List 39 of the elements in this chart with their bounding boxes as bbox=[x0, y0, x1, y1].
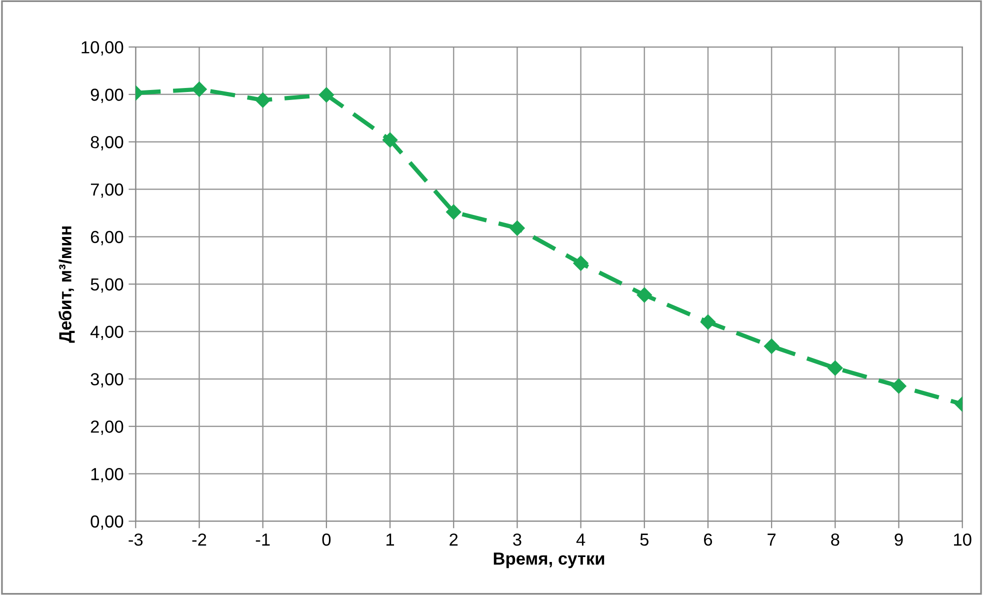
point bbox=[318, 87, 334, 102]
x-tick-label: 0 bbox=[322, 533, 331, 546]
x-tick-label: -2 bbox=[192, 533, 206, 546]
point bbox=[510, 220, 525, 236]
x-tick-label: 10 bbox=[954, 533, 972, 546]
point bbox=[192, 82, 207, 97]
y-tick-label: 10,00 bbox=[82, 41, 124, 56]
y-tick-label: 8,00 bbox=[90, 136, 124, 150]
x-tick-label: 2 bbox=[450, 533, 458, 546]
y-tick-label: 5,00 bbox=[90, 278, 124, 293]
point bbox=[828, 360, 843, 376]
point bbox=[255, 92, 270, 108]
x-tick-label: 8 bbox=[831, 533, 840, 546]
point bbox=[700, 314, 716, 330]
y-axis-title: Дебит, м³/мин bbox=[58, 226, 75, 343]
x-tick-label: 3 bbox=[513, 533, 522, 546]
point bbox=[573, 256, 588, 271]
x-tick-label: 1 bbox=[386, 534, 394, 546]
point bbox=[891, 378, 906, 394]
x-tick-label: 5 bbox=[640, 534, 648, 546]
y-tick-label: 4,00 bbox=[90, 326, 124, 340]
y-tick-label: 6,00 bbox=[90, 230, 124, 246]
y-tick-label: 1,00 bbox=[91, 468, 124, 482]
x-tick-label: 7 bbox=[768, 534, 776, 546]
y-tick-label: 3,00 bbox=[90, 373, 124, 388]
y-tick-label: 2,00 bbox=[90, 420, 124, 435]
y-tick-label: 9,00 bbox=[90, 88, 124, 103]
x-tick-label: 9 bbox=[894, 533, 903, 546]
point bbox=[764, 338, 780, 354]
y-tick-label: 7,00 bbox=[90, 183, 124, 198]
point bbox=[636, 287, 652, 303]
y-tick-label: 0,00 bbox=[90, 515, 124, 530]
x-tick-label: -3 bbox=[128, 533, 143, 546]
x-axis-title: Время, сутки bbox=[494, 552, 604, 568]
x-tick-label: 4 bbox=[576, 534, 586, 546]
point bbox=[382, 132, 398, 148]
point bbox=[446, 204, 462, 220]
x-tick-label: -1 bbox=[256, 534, 270, 546]
x-tick-label: 6 bbox=[704, 533, 712, 546]
